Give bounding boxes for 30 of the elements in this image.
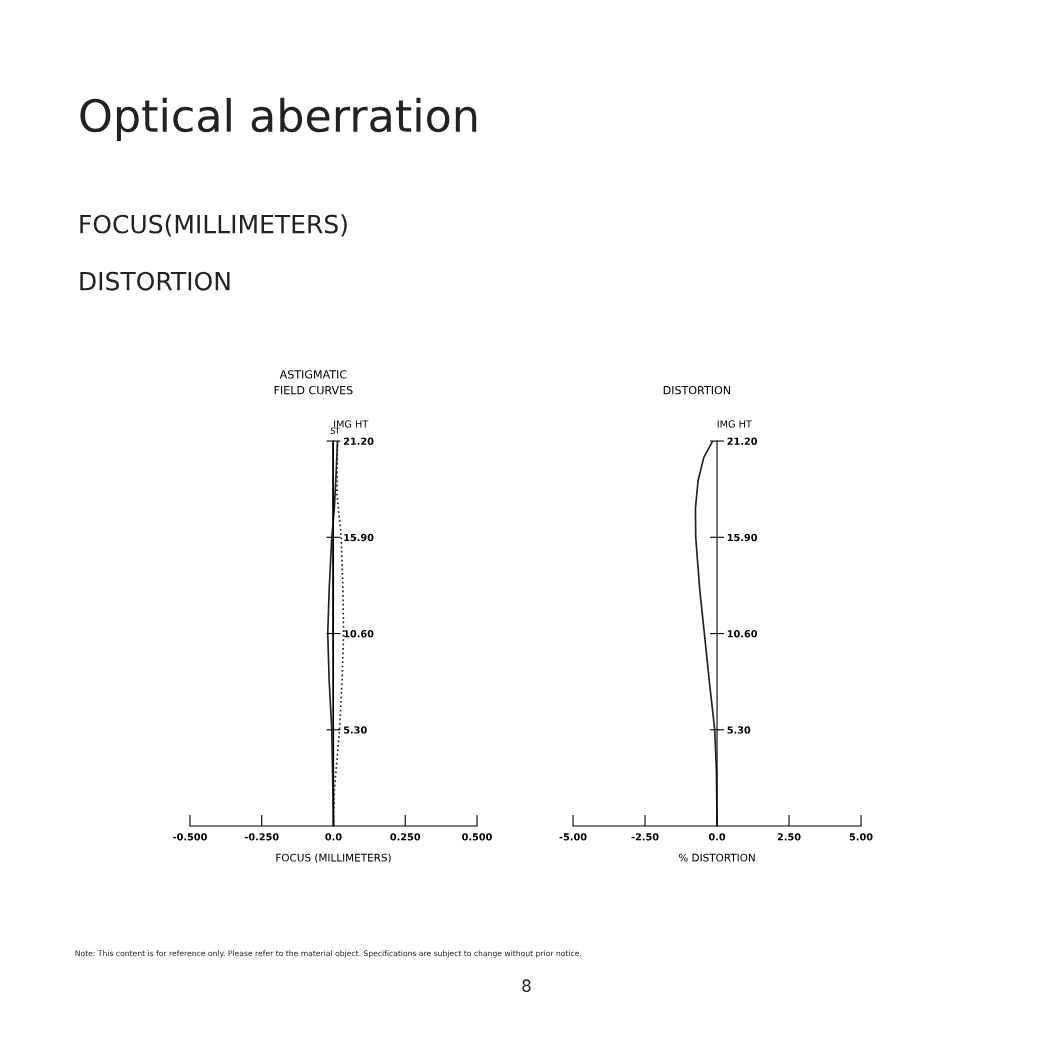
x-axis-title: % DISTORTION xyxy=(678,853,755,862)
y-tick-label: 5.30 xyxy=(343,726,367,734)
y-tick-label: 15.90 xyxy=(727,533,758,542)
x-tick-label: 0.0 xyxy=(325,833,342,841)
chart-title: ASTIGMATIC FIELD CURVES xyxy=(274,370,353,395)
text: FOCUS(MILLIMETERS) xyxy=(80,214,347,237)
x-tick-label: 5.00 xyxy=(849,833,873,841)
x-tick-label: -5.00 xyxy=(559,833,587,841)
y-axis-title: IMG HT xyxy=(717,420,752,428)
x-tick-label: 0.250 xyxy=(390,833,421,841)
x-tick-label: 2.50 xyxy=(777,833,801,841)
y-tick-label: 10.60 xyxy=(344,630,374,638)
x-tick-label: -2.50 xyxy=(631,833,659,841)
series-label: S xyxy=(330,427,336,434)
y-tick-label: 21.20 xyxy=(727,437,758,445)
series-label: T xyxy=(334,427,341,434)
x-tick-label: 0.0 xyxy=(708,833,726,841)
y-tick-label: 10.60 xyxy=(727,630,758,638)
x-tick-label: -0.250 xyxy=(244,833,279,841)
text: DISTORTION xyxy=(80,271,230,291)
x-tick-label: 0.500 xyxy=(462,833,492,841)
chart-title: DISTORTION xyxy=(663,385,731,395)
text: Optical aberration xyxy=(80,97,477,141)
y-axis-title: IMG HT xyxy=(334,420,369,428)
x-tick-label: -0.500 xyxy=(173,833,207,841)
x-axis-title: FOCUS (MILLIMETERS) xyxy=(276,853,391,863)
y-tick-label: 5.30 xyxy=(727,726,751,734)
y-tick-label: 21.20 xyxy=(343,437,374,445)
y-tick-label: 15.90 xyxy=(344,533,374,542)
text: 8 xyxy=(522,979,531,992)
